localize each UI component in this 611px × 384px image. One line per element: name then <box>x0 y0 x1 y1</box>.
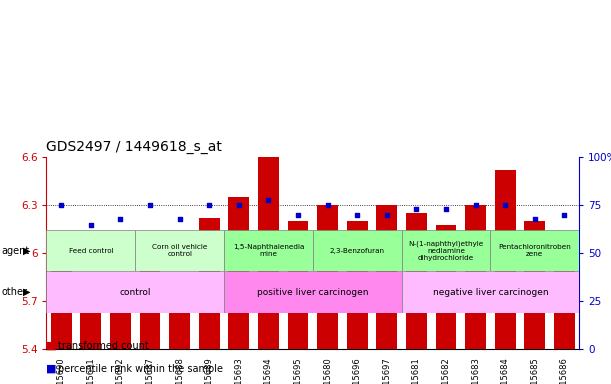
Bar <box>81 310 101 349</box>
Point <box>293 212 303 218</box>
Bar <box>347 222 368 349</box>
Point <box>204 202 214 209</box>
Bar <box>317 205 338 349</box>
Point <box>441 206 451 212</box>
Point <box>145 202 155 209</box>
Bar <box>229 197 249 349</box>
Bar <box>376 205 397 349</box>
Point <box>500 202 510 209</box>
Bar <box>46 271 224 313</box>
Bar <box>554 234 575 349</box>
Bar <box>258 157 279 349</box>
Text: Feed control: Feed control <box>68 248 113 253</box>
Bar <box>140 253 161 349</box>
Text: positive liver carcinogen: positive liver carcinogen <box>257 288 368 297</box>
Text: GDS2497 / 1449618_s_at: GDS2497 / 1449618_s_at <box>46 140 222 154</box>
Text: 2,3-Benzofuran: 2,3-Benzofuran <box>330 248 385 253</box>
Bar <box>491 230 579 271</box>
Text: ▶: ▶ <box>23 287 31 297</box>
Text: N-(1-naphthyl)ethyle
nediamine
dihydrochloride: N-(1-naphthyl)ethyle nediamine dihydroch… <box>408 240 484 261</box>
Bar <box>495 170 516 349</box>
Point <box>382 212 392 218</box>
Point <box>323 202 332 209</box>
Point <box>263 197 273 203</box>
Point <box>234 202 244 209</box>
Text: control: control <box>120 288 151 297</box>
Text: agent: agent <box>1 245 29 256</box>
Text: ■: ■ <box>46 341 56 351</box>
Bar <box>110 313 131 349</box>
Point <box>115 216 125 222</box>
Bar <box>436 225 456 349</box>
Text: Pentachloronitroben
zene: Pentachloronitroben zene <box>499 244 571 257</box>
Text: other: other <box>1 287 27 297</box>
Text: 1,5-Naphthalenedia
mine: 1,5-Naphthalenedia mine <box>233 244 304 257</box>
Bar <box>401 230 491 271</box>
Point <box>560 212 569 218</box>
Text: Corn oil vehicle
control: Corn oil vehicle control <box>152 244 207 257</box>
Point <box>470 202 480 209</box>
Text: ■: ■ <box>46 364 56 374</box>
Text: negative liver carcinogen: negative liver carcinogen <box>433 288 548 297</box>
Bar <box>169 277 190 349</box>
Point <box>412 206 422 212</box>
Bar <box>401 271 579 313</box>
Point <box>56 202 66 209</box>
Bar <box>465 205 486 349</box>
Bar <box>406 214 427 349</box>
Text: ▶: ▶ <box>23 245 31 256</box>
Bar <box>224 271 401 313</box>
Bar <box>51 253 71 349</box>
Text: transformed count: transformed count <box>58 341 149 351</box>
Bar <box>288 222 309 349</box>
Point <box>86 222 96 228</box>
Point <box>175 216 185 222</box>
Bar <box>199 218 219 349</box>
Point <box>530 216 540 222</box>
Bar <box>524 222 545 349</box>
Bar <box>313 230 401 271</box>
Bar <box>224 230 313 271</box>
Bar <box>135 230 224 271</box>
Bar <box>46 230 135 271</box>
Point <box>353 212 362 218</box>
Text: percentile rank within the sample: percentile rank within the sample <box>58 364 223 374</box>
